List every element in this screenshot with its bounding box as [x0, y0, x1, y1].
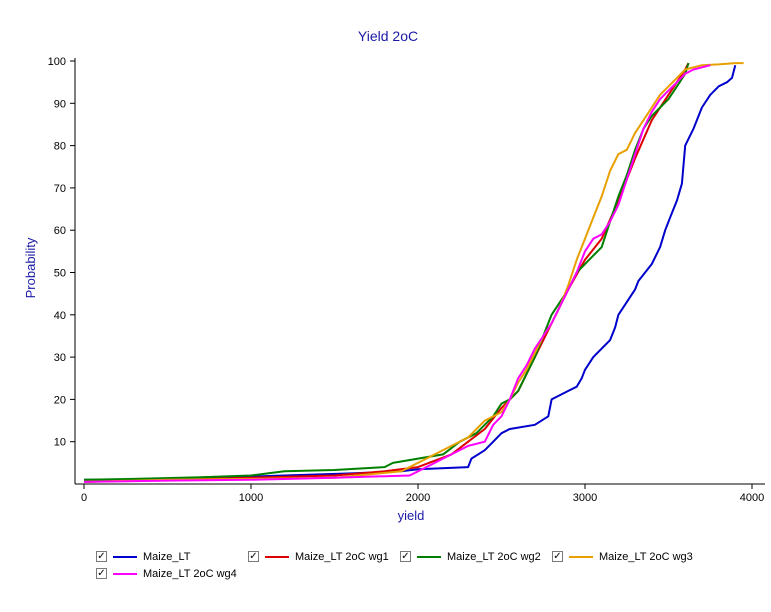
legend-row-2: ✓ Maize_LT 2oC wg4 [96, 565, 736, 582]
legend-swatch-wg1 [265, 555, 289, 558]
legend-row-1: ✓ Maize_LT ✓ Maize_LT 2oC wg1 ✓ Maize_LT… [96, 548, 736, 565]
series-line-wg2 [83, 62, 690, 481]
y-tick-label: 60 [54, 225, 66, 237]
series-line-wg4 [83, 64, 711, 483]
series-line-wg1 [83, 62, 690, 483]
legend-swatch-wg3 [569, 555, 593, 558]
x-tick-label: 3000 [573, 492, 597, 504]
x-axis-label: yield [398, 508, 425, 523]
legend-item-wg2[interactable]: ✓ Maize_LT 2oC wg2 [400, 551, 552, 563]
legend-label-wg2: Maize_LT 2oC wg2 [447, 550, 541, 563]
legend-swatch-maize-lt [113, 555, 137, 558]
legend-item-wg3[interactable]: ✓ Maize_LT 2oC wg3 [552, 551, 704, 563]
chart-title: Yield 2oC [358, 28, 418, 44]
legend-item-wg1[interactable]: ✓ Maize_LT 2oC wg1 [248, 551, 400, 563]
series-line-maize-lt [84, 64, 737, 481]
legend-item-maize-lt[interactable]: ✓ Maize_LT [96, 551, 248, 563]
series-layer [83, 62, 744, 483]
y-tick-label: 80 [54, 141, 66, 153]
x-tick-label: 0 [81, 492, 87, 504]
x-tick-label: 4000 [740, 492, 764, 504]
y-axis-label: Probability [23, 237, 38, 298]
legend-label-maize-lt: Maize_LT [143, 550, 191, 563]
x-tick-label: 2000 [406, 492, 430, 504]
x-tick-label: 1000 [239, 492, 263, 504]
legend-checkbox-wg3[interactable]: ✓ [552, 550, 563, 562]
legend-swatch-wg2 [417, 555, 441, 558]
legend-label-wg1: Maize_LT 2oC wg1 [295, 550, 389, 563]
legend: ✓ Maize_LT ✓ Maize_LT 2oC wg1 ✓ Maize_LT… [96, 548, 736, 582]
y-tick-label: 30 [54, 352, 66, 364]
legend-checkbox-wg1[interactable]: ✓ [248, 550, 259, 562]
legend-label-wg3: Maize_LT 2oC wg3 [599, 550, 693, 563]
legend-label-wg4: Maize_LT 2oC wg4 [143, 567, 237, 580]
legend-checkbox-wg4[interactable]: ✓ [96, 567, 107, 579]
legend-checkbox-wg2[interactable]: ✓ [400, 550, 411, 562]
y-tick-label: 50 [54, 268, 66, 280]
y-tick-label: 70 [54, 183, 66, 195]
legend-swatch-wg4 [113, 572, 137, 575]
y-tick-label: 20 [54, 394, 66, 406]
series-line-wg3 [83, 62, 744, 483]
y-tick-label: 90 [54, 98, 66, 110]
legend-checkbox-maize-lt[interactable]: ✓ [96, 550, 107, 562]
legend-item-wg4[interactable]: ✓ Maize_LT 2oC wg4 [96, 568, 248, 580]
y-tick-label: 10 [54, 437, 66, 449]
y-tick-label: 100 [48, 56, 66, 68]
y-tick-label: 40 [54, 310, 66, 322]
